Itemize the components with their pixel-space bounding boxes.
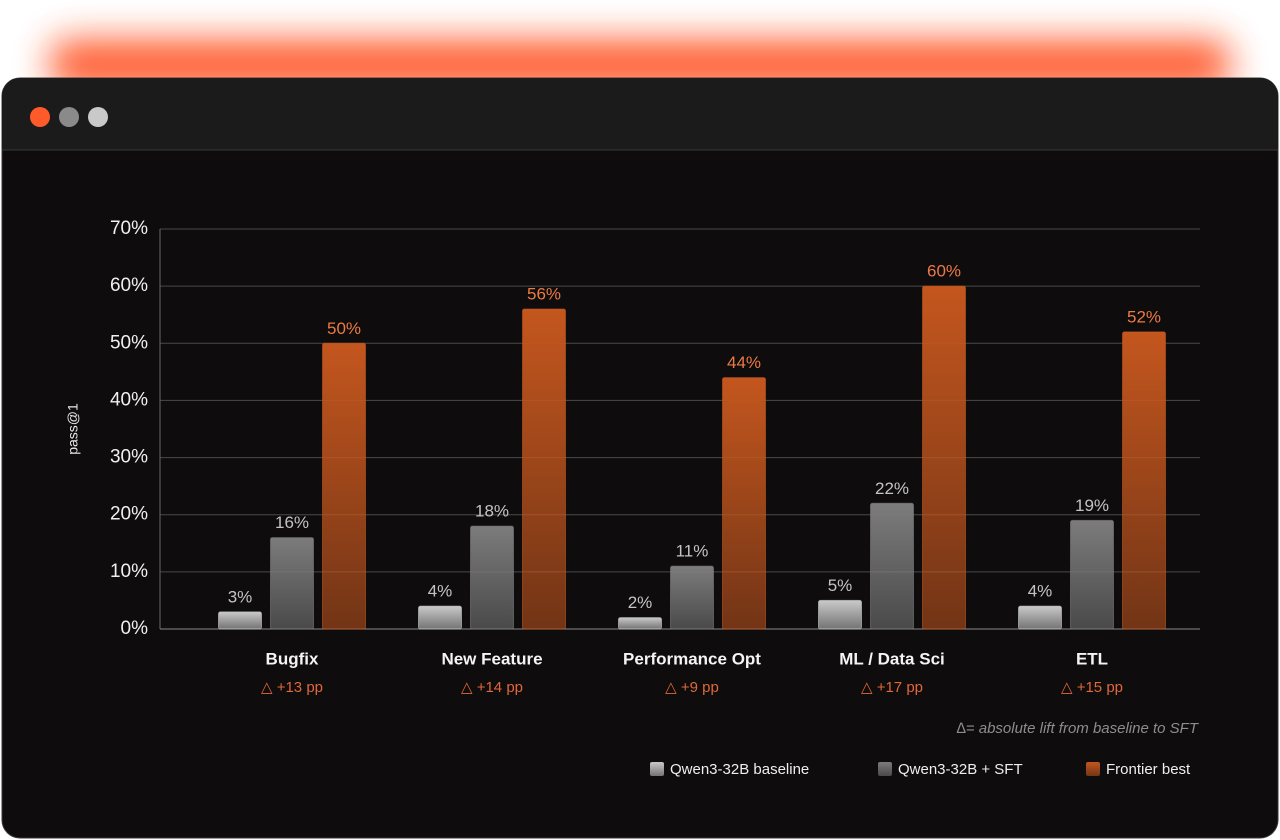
legend-label: Qwen3-32B baseline <box>670 761 809 778</box>
bar <box>322 342 366 630</box>
bar <box>722 377 766 630</box>
y-tick-label: 60% <box>110 275 148 296</box>
y-tick-label: 0% <box>121 618 149 639</box>
title-bar <box>2 78 1278 150</box>
x-tick-label: ETL <box>1076 649 1108 668</box>
bar <box>1018 605 1062 630</box>
y-axis-label: pass@1 <box>65 403 81 455</box>
delta-annotation: △ +9 pp <box>665 679 719 696</box>
bar <box>418 605 462 630</box>
value-label: 56% <box>527 284 561 303</box>
bar <box>218 611 262 630</box>
x-tick-label: Performance Opt <box>623 649 761 668</box>
delta-annotation: △ +13 pp <box>261 679 323 696</box>
bar <box>1070 519 1114 630</box>
y-tick-label: 50% <box>110 332 148 353</box>
bar <box>618 617 662 630</box>
value-label: 4% <box>1028 582 1053 601</box>
legend-swatch <box>650 762 664 776</box>
value-label: 11% <box>676 542 709 561</box>
legend-label: Frontier best <box>1106 761 1191 778</box>
y-tick-label: 20% <box>110 504 148 525</box>
value-label: 2% <box>628 593 653 612</box>
bar <box>870 502 914 630</box>
value-label: 19% <box>1075 496 1109 515</box>
value-label: 5% <box>828 576 853 595</box>
y-tick-label: 30% <box>110 447 148 468</box>
value-label: 22% <box>875 479 909 498</box>
bar <box>1122 331 1166 630</box>
x-tick-label: ML / Data Sci <box>839 649 945 668</box>
value-label: 60% <box>927 262 961 281</box>
x-tick-label: Bugfix <box>266 649 319 668</box>
delta-annotation: △ +14 pp <box>461 679 523 696</box>
bar <box>270 537 314 630</box>
value-label: 44% <box>727 353 761 372</box>
y-tick-label: 10% <box>110 561 148 582</box>
x-tick-label: New Feature <box>441 649 542 668</box>
delta-annotation: △ +17 pp <box>861 679 923 696</box>
y-tick-label: 40% <box>110 389 148 410</box>
value-label: 16% <box>275 513 309 532</box>
value-label: 52% <box>1127 307 1161 326</box>
y-tick-label: 70% <box>110 218 148 239</box>
value-label: 3% <box>228 587 253 606</box>
legend-swatch <box>878 762 892 776</box>
value-label: 18% <box>475 502 509 521</box>
window-close[interactable] <box>30 107 50 127</box>
bar <box>522 308 566 630</box>
legend-label: Qwen3-32B + SFT <box>898 761 1023 778</box>
window-minimize[interactable] <box>59 107 79 127</box>
bar <box>922 285 966 630</box>
bar <box>670 565 714 630</box>
bar <box>470 525 514 630</box>
legend-swatch <box>1086 762 1100 776</box>
bar <box>818 599 862 630</box>
value-label: 4% <box>428 582 453 601</box>
footnote: ∆= absolute lift from baseline to SFT <box>957 720 1200 737</box>
value-label: 50% <box>327 319 361 338</box>
window-maximize[interactable] <box>88 107 108 127</box>
delta-annotation: △ +15 pp <box>1061 679 1123 696</box>
